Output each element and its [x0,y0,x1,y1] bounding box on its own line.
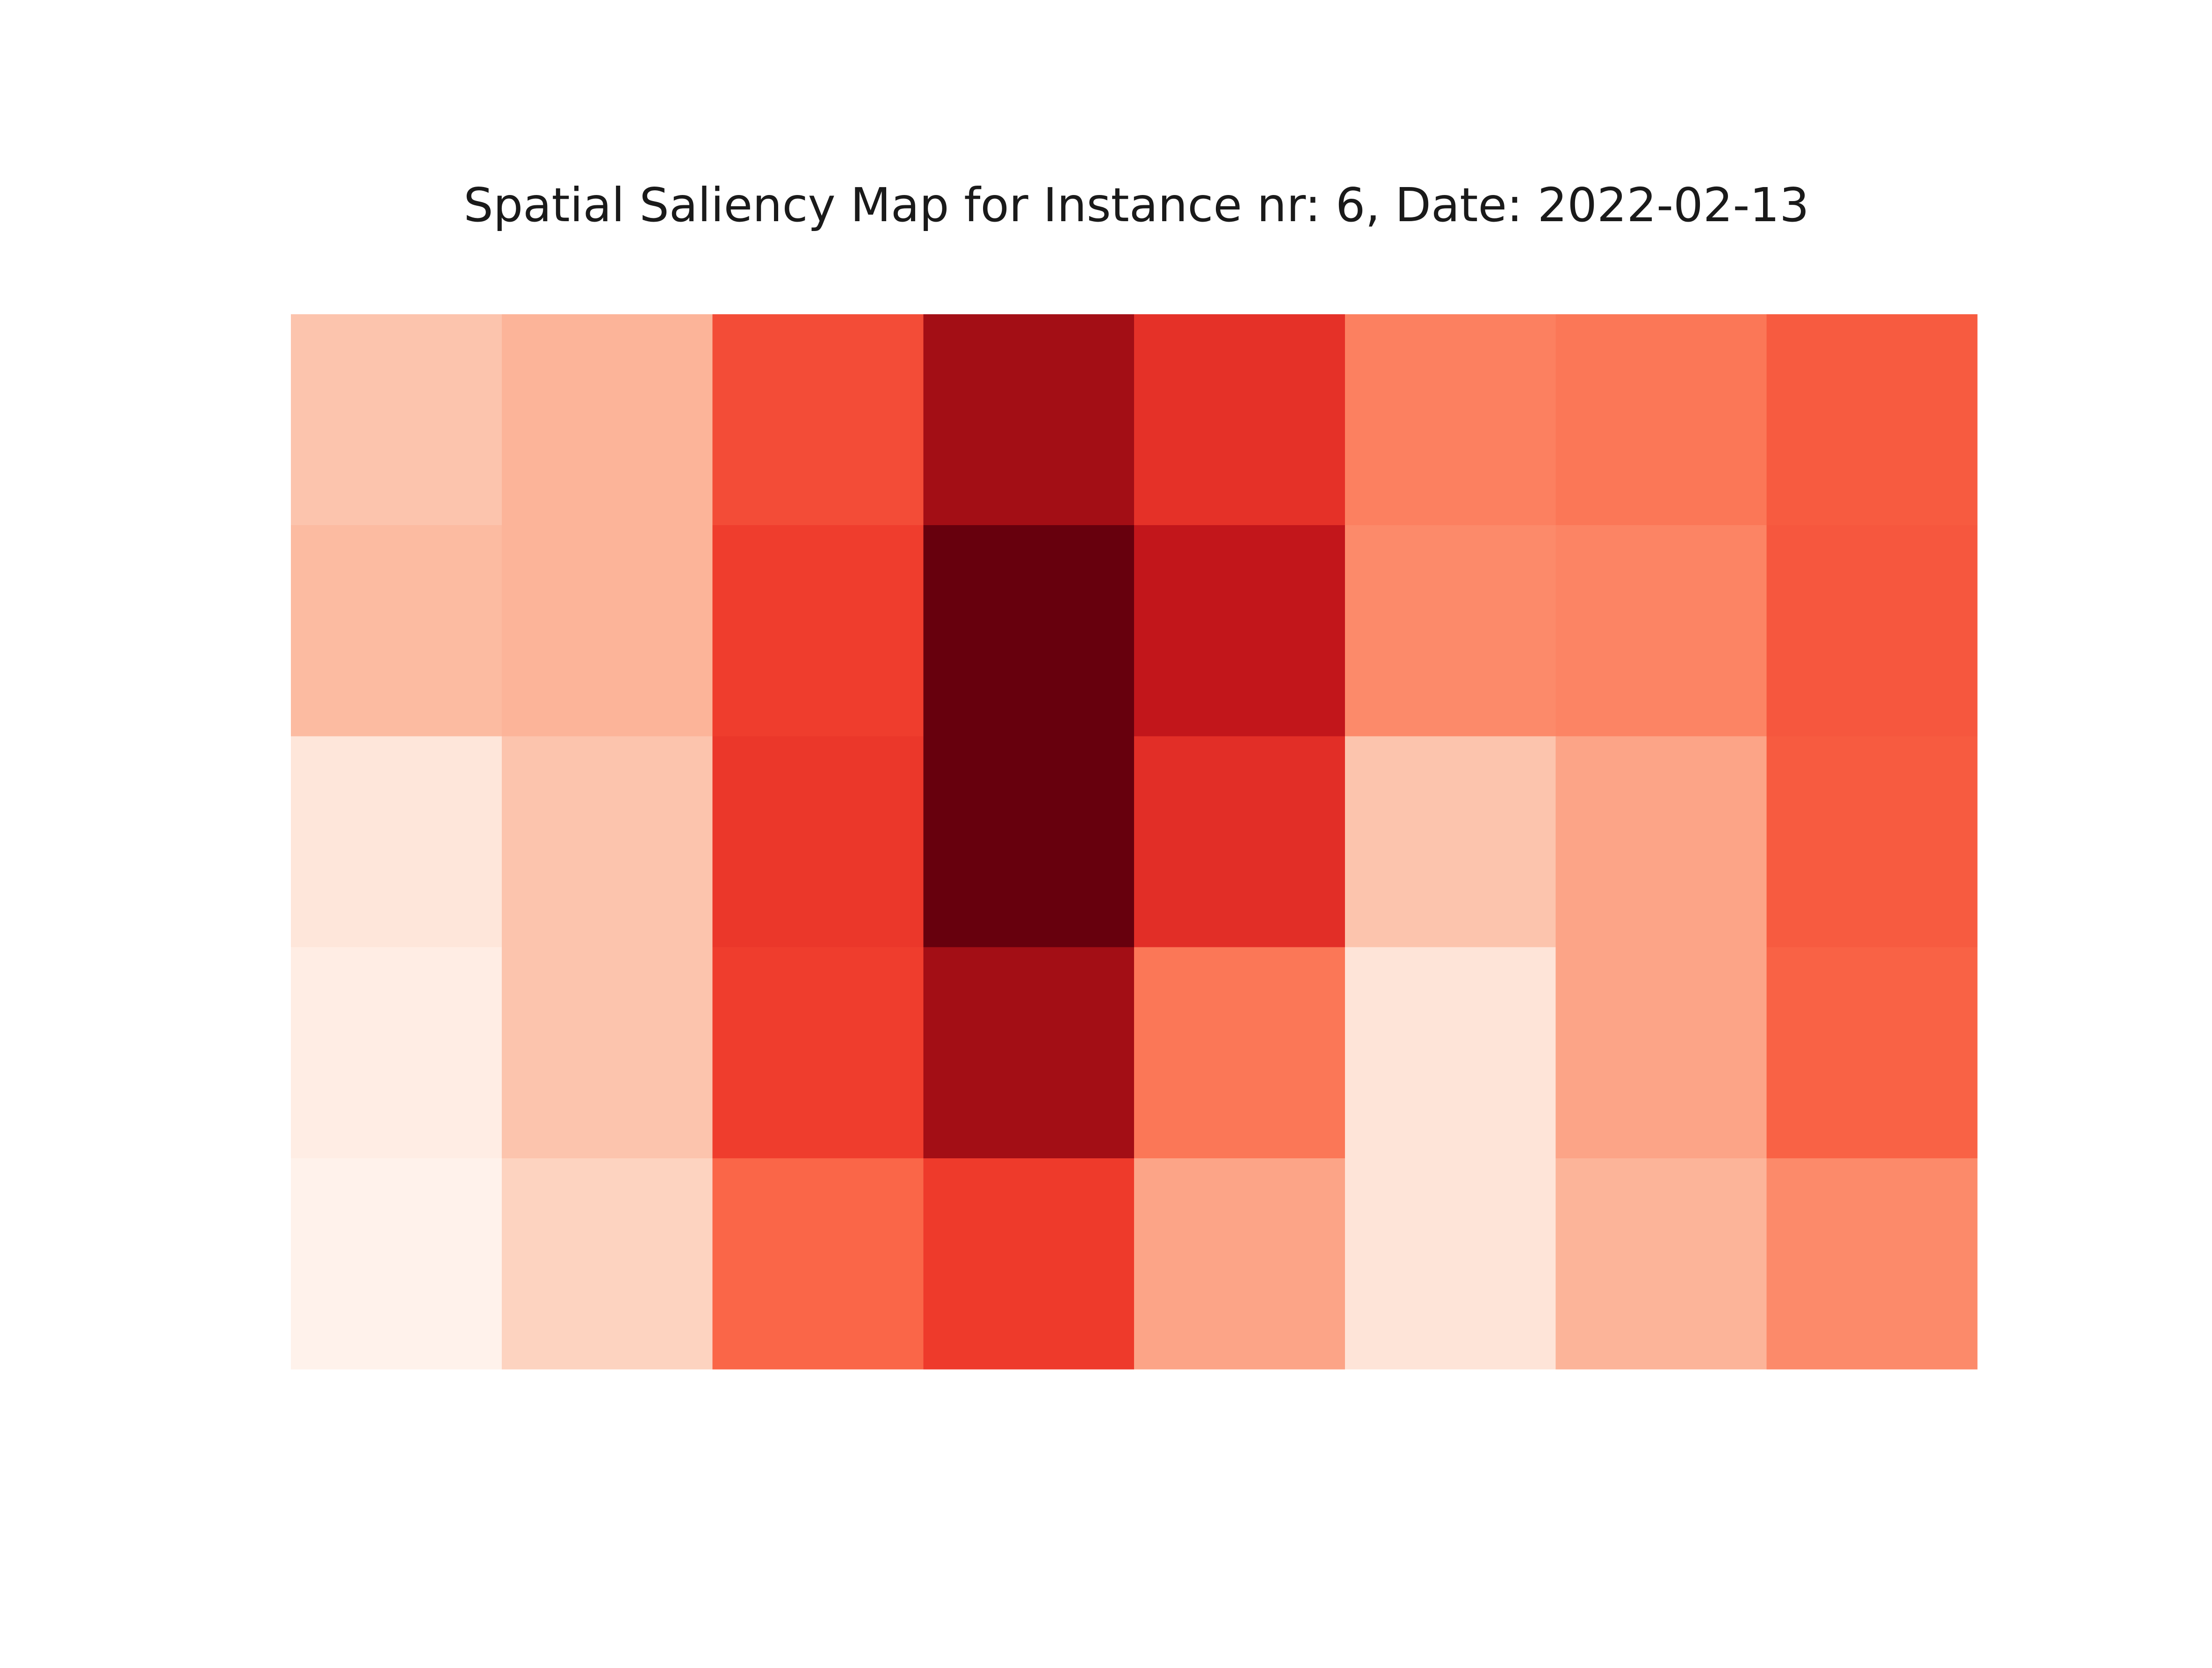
heatmap-cell-r2-c4 [1134,736,1345,948]
heatmap-cell-r3-c1 [501,947,713,1159]
heatmap-cell-r2-c7 [1766,736,1978,948]
heatmap-cell-r0-c0 [291,314,502,526]
heatmap-cell-r0-c6 [1555,314,1767,526]
heatmap-cell-r3-c5 [1345,947,1556,1159]
heatmap-cell-r2-c3 [923,736,1135,948]
heatmap-cell-r0-c4 [1134,314,1345,526]
chart-title: Spatial Saliency Map for Instance nr: 6,… [463,178,1809,232]
heatmap-cell-r1-c3 [923,525,1135,737]
heatmap-cell-r0-c5 [1345,314,1556,526]
heatmap-cell-r1-c2 [712,525,924,737]
heatmap-cell-r4-c6 [1555,1158,1767,1370]
heatmap-cell-r3-c7 [1766,947,1978,1159]
heatmap-cell-r4-c5 [1345,1158,1556,1370]
heatmap-cell-r2-c5 [1345,736,1556,948]
heatmap-cell-r4-c0 [291,1158,502,1370]
heatmap-cell-r1-c4 [1134,525,1345,737]
heatmap-cell-r2-c6 [1555,736,1767,948]
heatmap-cell-r0-c1 [501,314,713,526]
heatmap-cell-r2-c1 [501,736,713,948]
heatmap-cell-r2-c2 [712,736,924,948]
heatmap-cell-r1-c7 [1766,525,1978,737]
heatmap-cell-r1-c1 [501,525,713,737]
heatmap-cell-r3-c0 [291,947,502,1159]
heatmap-cell-r3-c6 [1555,947,1767,1159]
heatmap-cell-r0-c2 [712,314,924,526]
heatmap-cell-r4-c4 [1134,1158,1345,1370]
heatmap-cell-r0-c3 [923,314,1135,526]
heatmap-cell-r4-c7 [1766,1158,1978,1370]
heatmap-cell-r3-c2 [712,947,924,1159]
heatmap-cells [291,314,1978,1370]
heatmap-cell-r1-c5 [1345,525,1556,737]
heatmap-cell-r4-c1 [501,1158,713,1370]
heatmap-cell-r3-c4 [1134,947,1345,1159]
heatmap-cell-r1-c0 [291,525,502,737]
heatmap-cell-r4-c3 [923,1158,1135,1370]
heatmap-cell-r3-c3 [923,947,1135,1159]
heatmap-cell-r2-c0 [291,736,502,948]
heatmap-cell-r1-c6 [1555,525,1767,737]
heatmap-cell-r4-c2 [712,1158,924,1370]
heatmap-cell-r0-c7 [1766,314,1978,526]
